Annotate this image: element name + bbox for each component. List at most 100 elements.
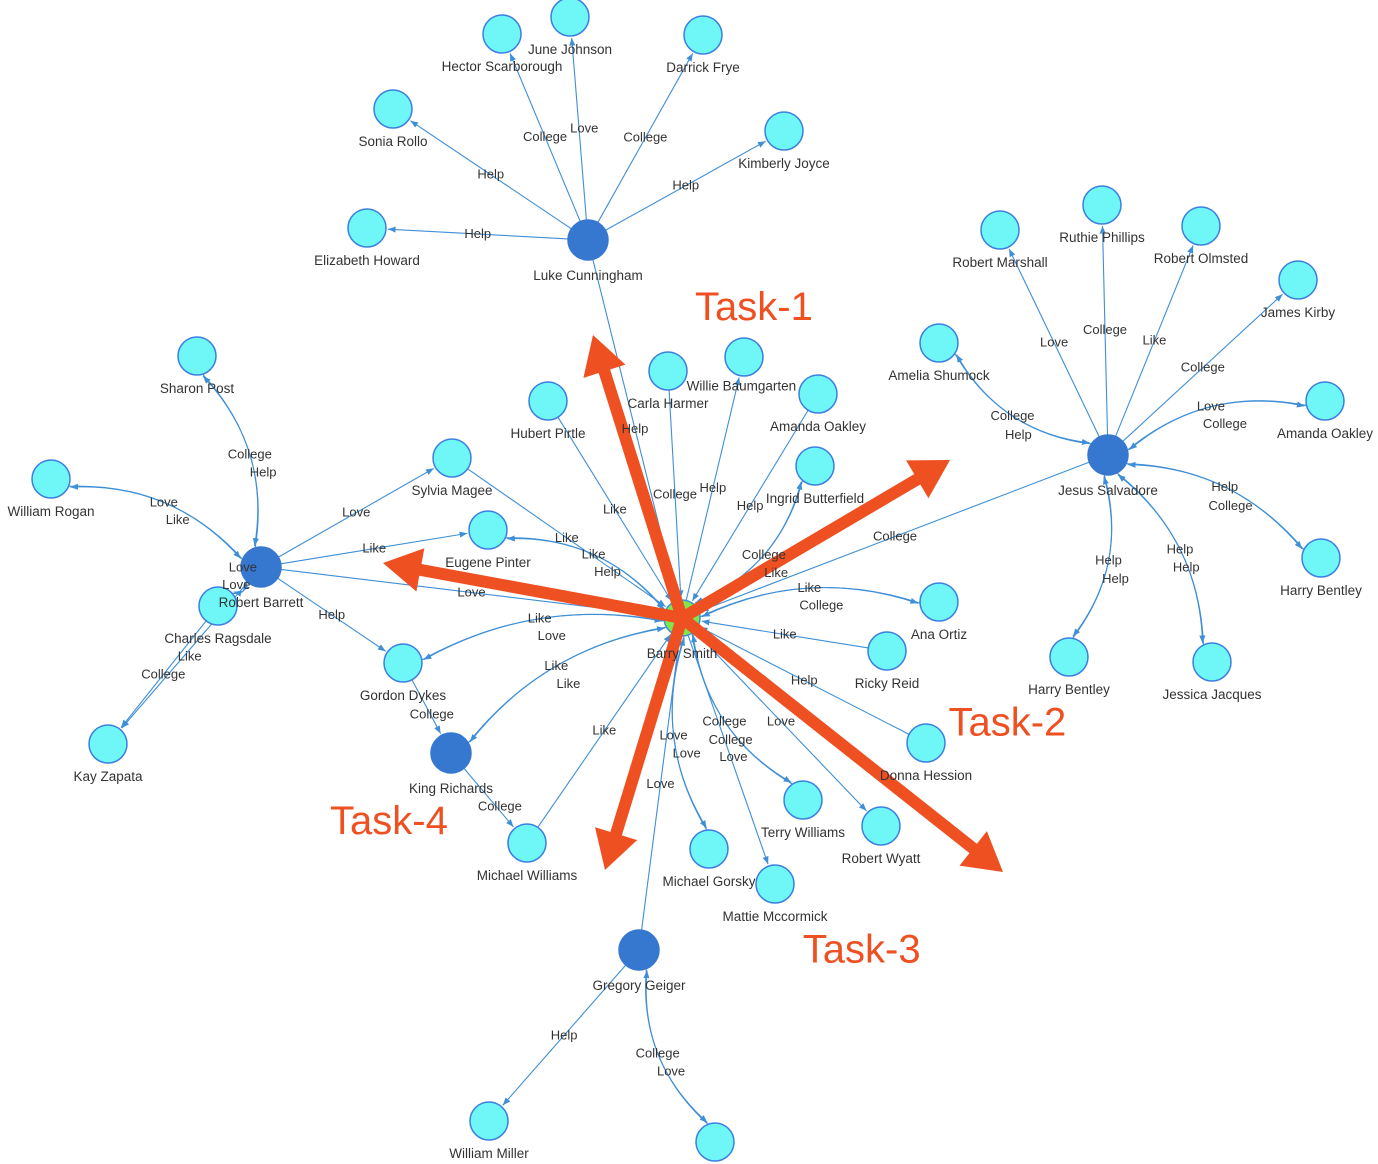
node-circle[interactable]	[919, 323, 959, 363]
node-ingrid[interactable]	[795, 446, 835, 486]
edge-mwilliams-barry	[537, 634, 672, 828]
node-circle[interactable]	[567, 219, 609, 261]
node-circle[interactable]	[919, 582, 959, 622]
node-circle[interactable]	[648, 351, 688, 391]
edge-label: Love	[657, 1064, 685, 1079]
node-circle[interactable]	[432, 438, 472, 478]
node-circle[interactable]	[468, 510, 508, 550]
node-circle[interactable]	[198, 586, 238, 626]
node-circle[interactable]	[482, 14, 522, 54]
node-amanda1[interactable]	[798, 374, 838, 414]
node-rmarshall[interactable]	[980, 210, 1020, 250]
node-circle[interactable]	[430, 732, 472, 774]
edge-luke-hector	[509, 53, 581, 222]
edge-label: Love	[673, 746, 701, 761]
node-circle[interactable]	[783, 780, 823, 820]
node-circle[interactable]	[906, 723, 946, 763]
node-circle[interactable]	[383, 643, 423, 683]
node-circle[interactable]	[755, 864, 795, 904]
node-jesus[interactable]	[1087, 434, 1129, 476]
node-kimberly[interactable]	[764, 111, 804, 151]
node-circle[interactable]	[795, 446, 835, 486]
node-mattie[interactable]	[755, 864, 795, 904]
node-hector[interactable]	[482, 14, 522, 54]
edge-label: Love	[229, 559, 257, 574]
node-june[interactable]	[550, 0, 590, 37]
edge-amanda2-jesus	[1128, 400, 1307, 451]
node-ana[interactable]	[919, 582, 959, 622]
node-circle[interactable]	[724, 337, 764, 377]
node-circle[interactable]	[689, 829, 729, 869]
node-circle[interactable]	[507, 823, 547, 863]
node-circle[interactable]	[695, 1122, 735, 1162]
node-ricky[interactable]	[867, 631, 907, 671]
node-harry2[interactable]	[1049, 637, 1089, 677]
node-circle[interactable]	[1082, 185, 1122, 225]
node-sonia[interactable]	[373, 89, 413, 129]
edge-label: Like	[797, 580, 821, 595]
node-sharon[interactable]	[177, 336, 217, 376]
node-circle[interactable]	[618, 929, 660, 971]
node-unnamed[interactable]	[695, 1122, 735, 1162]
node-wrogan[interactable]	[31, 459, 71, 499]
node-circle[interactable]	[177, 336, 217, 376]
node-circle[interactable]	[867, 631, 907, 671]
node-jessica[interactable]	[1192, 642, 1232, 682]
node-circle[interactable]	[764, 111, 804, 151]
node-wmiller[interactable]	[469, 1101, 509, 1141]
node-circle[interactable]	[1278, 260, 1318, 300]
node-harry1[interactable]	[1301, 538, 1341, 578]
edge-king-barry	[467, 626, 665, 744]
node-circle[interactable]	[88, 724, 128, 764]
node-luke[interactable]	[567, 219, 609, 261]
node-gordon[interactable]	[383, 643, 423, 683]
node-carla[interactable]	[648, 351, 688, 391]
node-circle[interactable]	[31, 459, 71, 499]
node-label: Robert Olmsted	[1154, 251, 1249, 266]
edge-label: Love	[457, 585, 485, 600]
node-donna[interactable]	[906, 723, 946, 763]
node-circle[interactable]	[1305, 381, 1345, 421]
node-circle[interactable]	[469, 1101, 509, 1141]
edge-label: Like	[773, 627, 797, 642]
node-ruthie[interactable]	[1082, 185, 1122, 225]
node-label: June Johnson	[528, 42, 612, 57]
node-circle[interactable]	[1087, 434, 1129, 476]
node-circle[interactable]	[347, 208, 387, 248]
node-rbarrett[interactable]	[240, 546, 282, 588]
node-circle[interactable]	[240, 546, 282, 588]
node-amanda2[interactable]	[1305, 381, 1345, 421]
node-circle[interactable]	[550, 0, 590, 37]
node-king[interactable]	[430, 732, 472, 774]
node-circle[interactable]	[861, 806, 901, 846]
node-circle[interactable]	[1049, 637, 1089, 677]
node-circle[interactable]	[683, 15, 723, 55]
node-circle[interactable]	[1301, 538, 1341, 578]
edge-label: Help	[1005, 427, 1032, 442]
node-terry[interactable]	[783, 780, 823, 820]
node-circle[interactable]	[528, 381, 568, 421]
node-rwyatt[interactable]	[861, 806, 901, 846]
node-kay[interactable]	[88, 724, 128, 764]
node-amelia[interactable]	[919, 323, 959, 363]
node-darrick[interactable]	[683, 15, 723, 55]
node-circle[interactable]	[373, 89, 413, 129]
node-hubert[interactable]	[528, 381, 568, 421]
node-circle[interactable]	[1192, 642, 1232, 682]
node-circle[interactable]	[1181, 206, 1221, 246]
node-charles[interactable]	[198, 586, 238, 626]
node-jkirby[interactable]	[1278, 260, 1318, 300]
node-mgorsky[interactable]	[689, 829, 729, 869]
node-label: Hubert Pirtle	[510, 426, 585, 441]
node-elizabeth[interactable]	[347, 208, 387, 248]
node-mwilliams[interactable]	[507, 823, 547, 863]
node-label: Sonia Rollo	[358, 134, 427, 149]
node-rolmsted[interactable]	[1181, 206, 1221, 246]
edge-charles-kay	[120, 620, 207, 728]
node-circle[interactable]	[798, 374, 838, 414]
node-gregory[interactable]	[618, 929, 660, 971]
node-circle[interactable]	[980, 210, 1020, 250]
node-willie[interactable]	[724, 337, 764, 377]
node-eugene[interactable]	[468, 510, 508, 550]
node-sylvia[interactable]	[432, 438, 472, 478]
